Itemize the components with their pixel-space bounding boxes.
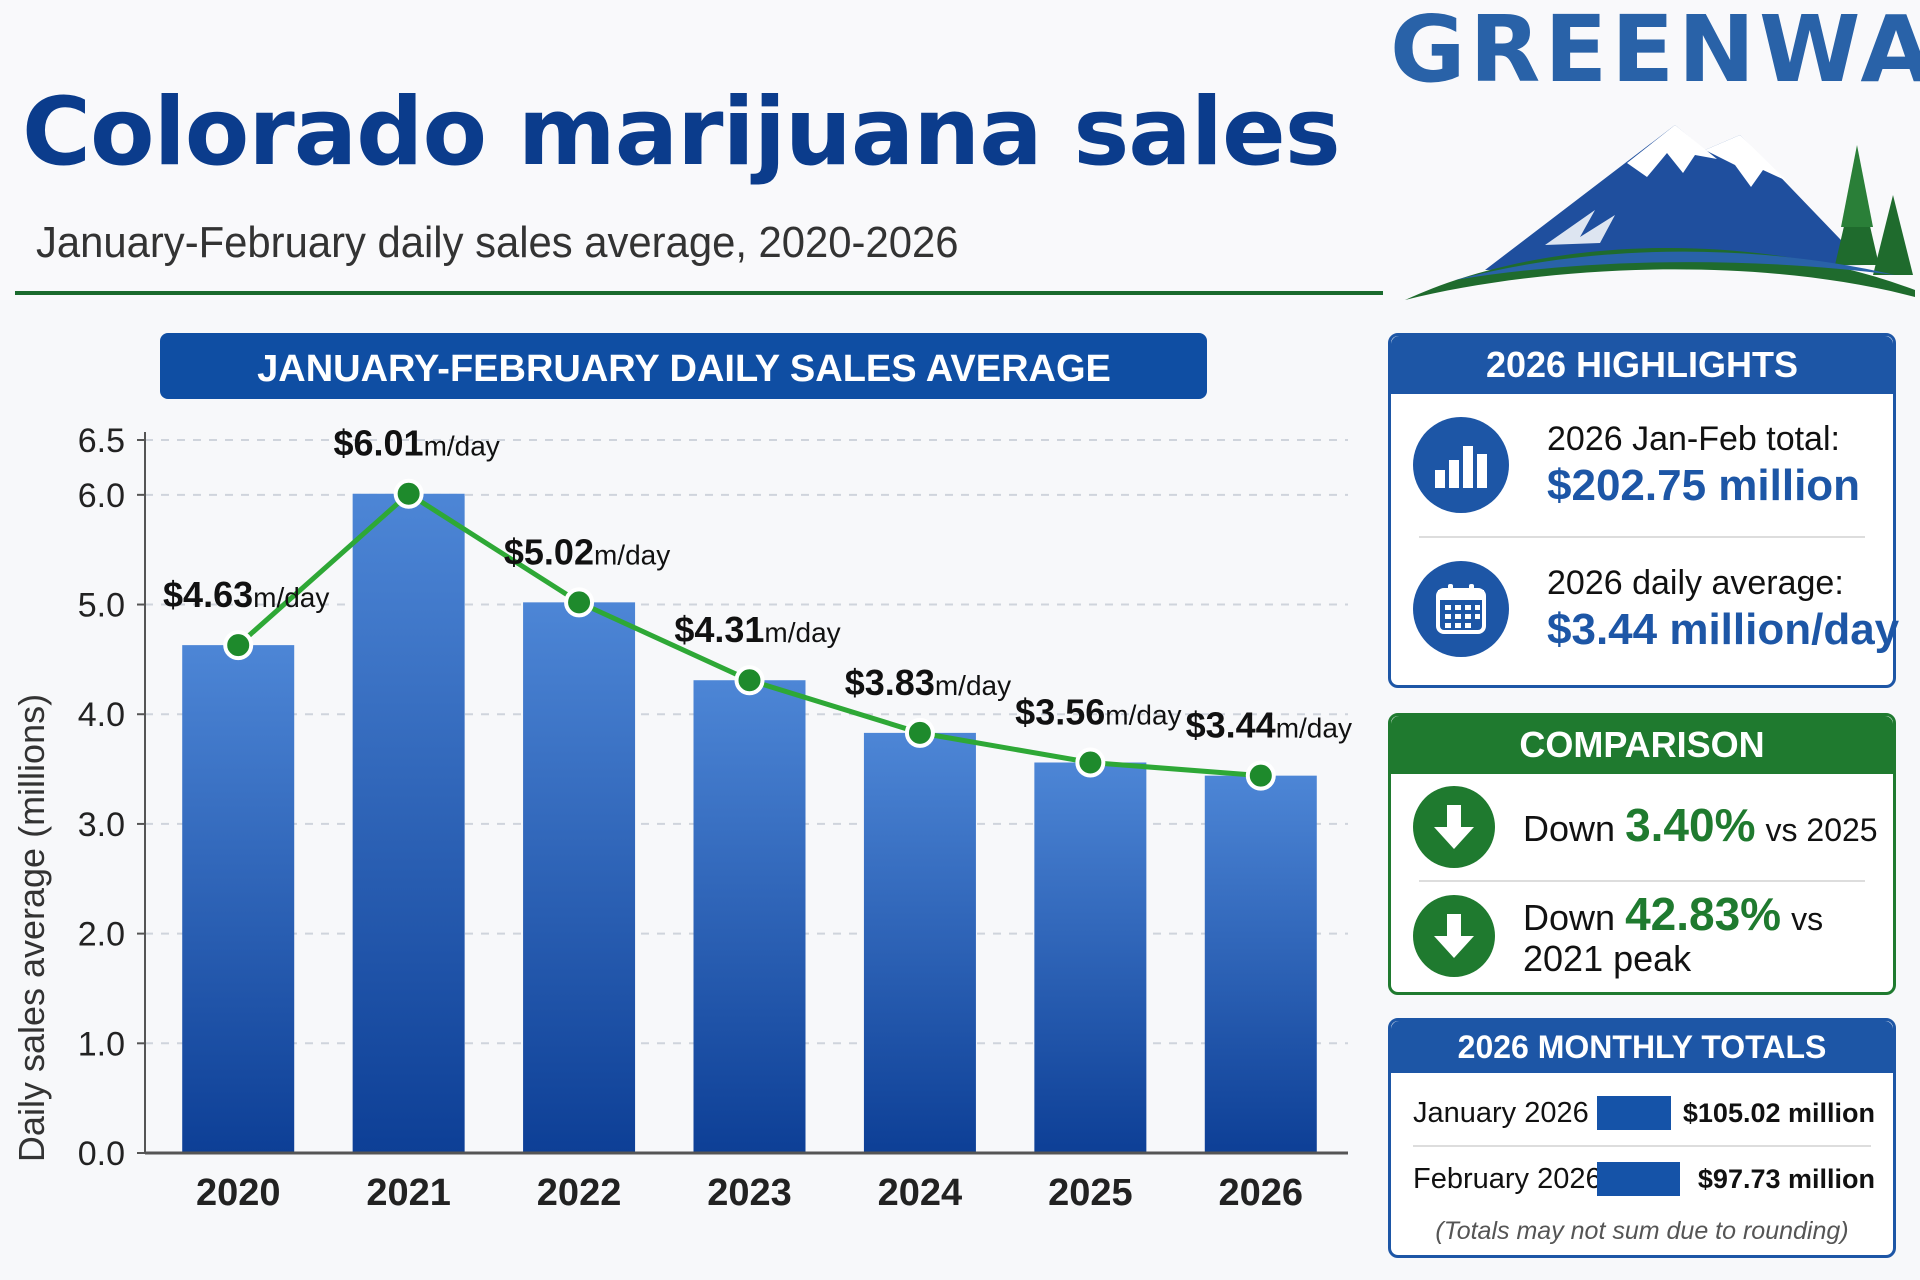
bar (693, 680, 806, 1153)
page-title: Colorado marijuana sales (22, 78, 1341, 187)
y-tick-label: 0.0 (78, 1135, 125, 1173)
monthly-totals-panel: 2026 MONTHLY TOTALS January 2026 $105.02… (1388, 1018, 1896, 1258)
trend-point (1245, 760, 1276, 791)
bar (1204, 775, 1317, 1153)
monthly-title: 2026 MONTHLY TOTALS (1391, 1021, 1893, 1073)
bar (352, 493, 465, 1153)
y-tick-label: 2.0 (78, 916, 125, 954)
trend-point (223, 630, 254, 661)
x-tick-label: 2021 (366, 1172, 451, 1214)
data-label-unit: m/day (935, 670, 1011, 701)
data-label-unit: m/day (253, 582, 329, 613)
x-tick-label: 2022 (537, 1172, 622, 1214)
trend-point (734, 665, 765, 696)
data-label-unit: m/day (1105, 699, 1181, 730)
y-tick-label: 5.0 (78, 587, 125, 625)
y-tick-label: 4.0 (78, 696, 125, 734)
data-label: $4.31m/day (674, 609, 840, 650)
data-label: $3.44m/day (1186, 705, 1352, 746)
highlight-total-label: 2026 Jan-Feb total: (1547, 419, 1840, 458)
bar (523, 602, 636, 1153)
month-label: January 2026 (1413, 1096, 1589, 1129)
comparison-separator (1419, 880, 1865, 882)
data-label-amount: $4.31 (674, 609, 764, 650)
arrow-down-icon (1413, 895, 1495, 977)
sales-chart: JANUARY-FEBRUARY DAILY SALES AVERAGE Dai… (11, 333, 1352, 1214)
monthly-row-february: February 2026 $97.73 million (1391, 1147, 1893, 1211)
trend-point (1075, 747, 1106, 778)
highlight-total: 2026 Jan-Feb total: $202.75 million (1391, 394, 1893, 536)
data-label-amount: $3.56 (1015, 691, 1105, 732)
data-label-unit: m/day (764, 617, 840, 648)
data-label-unit: m/day (594, 539, 670, 570)
bar (1034, 762, 1147, 1153)
comparison-1-suffix: vs 2025 (1765, 811, 1878, 848)
x-tick-label: 2020 (196, 1172, 281, 1214)
comparison-vs-2025: Down 3.40% vs 2025 (1391, 774, 1893, 880)
x-tick-label: 2023 (707, 1172, 792, 1214)
page-subtitle: January-February daily sales average, 20… (36, 218, 959, 267)
comparison-1-prefix: Down (1523, 807, 1616, 849)
x-tick-label: 2024 (878, 1172, 963, 1214)
highlight-total-value: $202.75 million (1547, 460, 1861, 510)
data-label-amount: $5.02 (504, 531, 594, 572)
highlight-daily: 2026 daily average: $3.44 million/day (1391, 538, 1899, 680)
month-value: $97.73 million (1697, 1163, 1875, 1194)
bar-chart-icon (1413, 417, 1509, 513)
trend-point (904, 717, 935, 748)
x-tick-label: 2025 (1048, 1172, 1133, 1214)
comparison-2-line2: 2021 peak (1523, 937, 1692, 979)
data-label-unit: m/day (424, 431, 500, 462)
highlights-separator (1419, 536, 1865, 538)
data-label: $3.83m/day (845, 662, 1011, 703)
data-label-amount: $6.01 (333, 423, 423, 464)
highlight-daily-label: 2026 daily average: (1547, 563, 1844, 602)
y-tick-label: 3.0 (78, 806, 125, 844)
header-divider (15, 291, 1383, 295)
monthly-row-january: January 2026 $105.02 million (1391, 1081, 1893, 1145)
y-axis-label: Daily sales average (millions) (11, 694, 52, 1162)
bar (182, 645, 295, 1153)
arrow-down-icon (1413, 786, 1495, 868)
monthly-separator (1413, 1145, 1871, 1147)
data-label: $4.63m/day (163, 574, 329, 615)
x-tick-label: 2026 (1219, 1172, 1304, 1214)
comparison-2-suffix: vs (1791, 900, 1824, 937)
comparison-vs-2021: Down 42.83% vs 2021 peak (1391, 882, 1893, 990)
comparison-1-percent: 3.40% (1625, 798, 1756, 851)
data-label: $5.02m/day (504, 531, 670, 572)
chart-title-banner (160, 333, 1207, 399)
comparison-title: COMPARISON (1391, 716, 1893, 774)
highlights-panel: 2026 HIGHLIGHTS 2026 Jan-Feb total: $202… (1388, 333, 1899, 688)
data-label-amount: $4.63 (163, 574, 253, 615)
y-tick-label: 6.0 (78, 477, 125, 515)
month-value: $105.02 million (1682, 1097, 1875, 1128)
month-bar (1597, 1162, 1680, 1196)
chart-title: JANUARY-FEBRUARY DAILY SALES AVERAGE (257, 348, 1111, 390)
comparison-panel: COMPARISON Down 3.40% vs 2025 Down 42.83… (1388, 713, 1896, 995)
trend-point (564, 587, 595, 618)
data-label: $6.01m/day (333, 423, 499, 464)
month-label: February 2026 (1413, 1162, 1602, 1195)
data-label-amount: $3.83 (845, 662, 935, 703)
data-label: $3.56m/day (1015, 691, 1181, 732)
comparison-2-percent: 42.83% (1625, 887, 1782, 940)
data-label-unit: m/day (1276, 713, 1352, 744)
comparison-2-prefix: Down (1523, 896, 1616, 938)
brand-name: GREENWAY (1390, 0, 1920, 103)
bar (863, 732, 976, 1153)
trend-point (393, 478, 424, 509)
mountain-logo-icon (1405, 125, 1915, 300)
monthly-note: (Totals may not sum due to rounding) (1435, 1217, 1849, 1245)
y-tick-label: 1.0 (78, 1025, 125, 1063)
y-tick-label: 6.5 (78, 422, 125, 460)
highlights-title: 2026 HIGHLIGHTS (1391, 336, 1893, 394)
month-bar (1596, 1096, 1671, 1130)
data-label-amount: $3.44 (1186, 705, 1276, 746)
calendar-icon (1413, 561, 1509, 657)
highlight-daily-value: $3.44 million/day (1547, 604, 1900, 654)
